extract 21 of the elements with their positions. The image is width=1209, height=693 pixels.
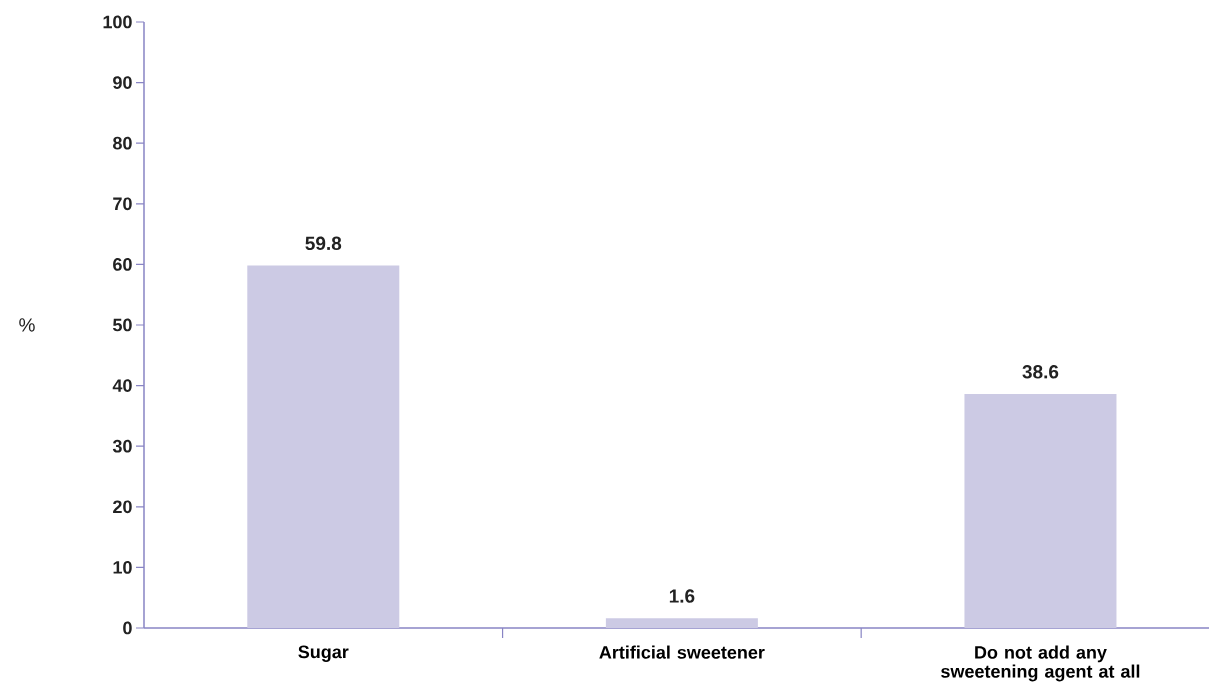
y-tick-label: 10	[113, 561, 132, 574]
data-label: 38.6	[1022, 365, 1059, 379]
y-tick-label: 0	[123, 621, 132, 635]
y-tick-label: 40	[112, 379, 132, 392]
data-label: 1.6	[669, 589, 695, 603]
bar	[964, 394, 1117, 628]
bar	[605, 618, 758, 628]
y-tick-label: 60	[113, 258, 132, 271]
y-tick-label: 100	[103, 15, 132, 29]
y-tick-label: 50	[112, 318, 132, 332]
y-tick-label: 90	[113, 76, 132, 89]
y-tick-label: 70	[113, 197, 132, 211]
x-tick-label: Artificial sweetener	[599, 645, 765, 659]
y-tick-label: 20	[113, 500, 132, 514]
data-label: 59.8	[305, 236, 342, 251]
y-tick-label: 30	[112, 439, 132, 453]
y-axis-title: %	[19, 318, 35, 332]
x-tick-label: Do not add any sweetening agent at all	[941, 645, 1140, 682]
y-tick-label: 80	[113, 136, 132, 150]
bar	[247, 265, 400, 628]
x-tick-label: Sugar	[298, 645, 349, 662]
